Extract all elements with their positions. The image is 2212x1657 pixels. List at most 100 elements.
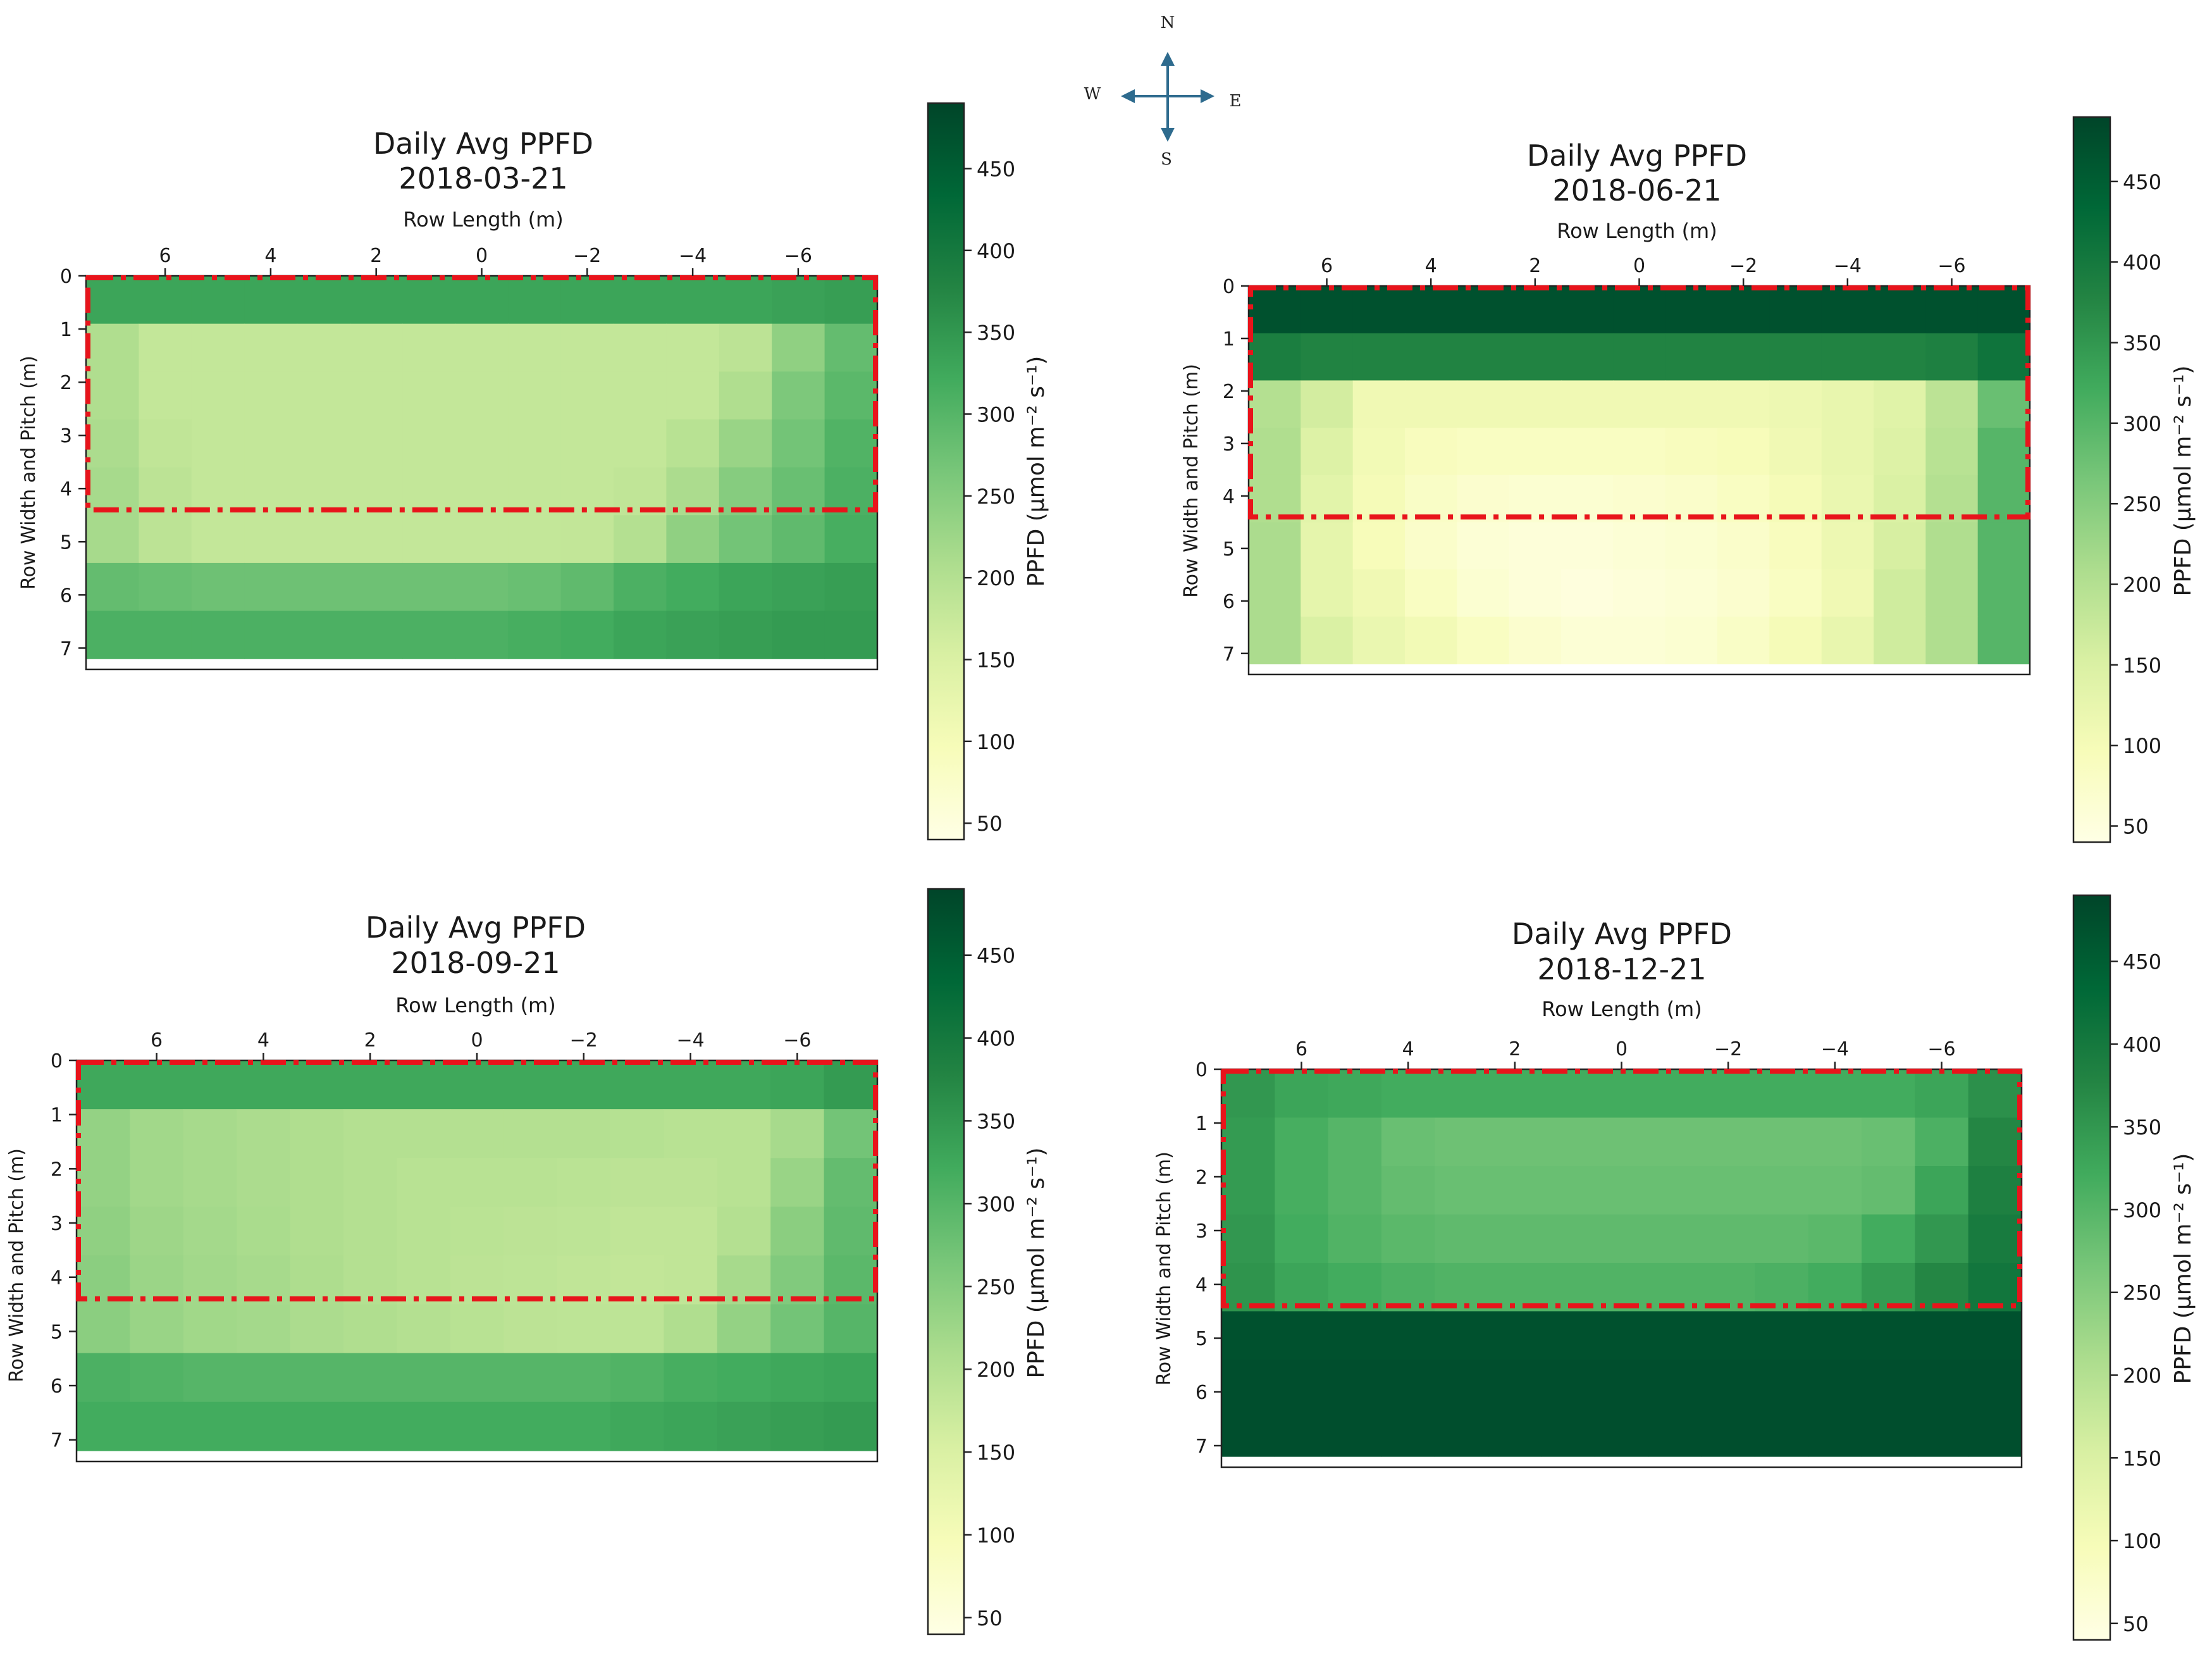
chart-subtitle: 2018-03-21: [399, 161, 567, 195]
heatmap-cell: [450, 1304, 504, 1354]
heatmap-cell: [1275, 1117, 1329, 1167]
heatmap-cell: [77, 1060, 130, 1110]
heatmap-cell: [1352, 286, 1406, 334]
heatmap-cell: [86, 276, 139, 325]
heatmap-cell: [1488, 1408, 1542, 1457]
heatmap-cell: [1249, 380, 1301, 428]
x-tick-label: −2: [570, 1029, 598, 1052]
heatmap-cell: [1968, 1360, 2022, 1409]
heatmap-cell: [1275, 1069, 1329, 1119]
heatmap-cell: [237, 1401, 291, 1451]
heatmap-cell: [1221, 1069, 1275, 1119]
heatmap-cell: [614, 562, 667, 612]
heatmap-cell: [402, 515, 456, 564]
chart-title: Daily Avg PPFD: [366, 910, 586, 945]
colorbar-label: PPFD (μmol m⁻² s⁻¹): [1023, 356, 1049, 587]
heatmap-cell: [770, 1353, 825, 1403]
heatmap-cell: [1968, 1069, 2022, 1119]
heatmap-cell: [610, 1060, 664, 1110]
heatmap-cell: [504, 1158, 558, 1207]
heatmap-cell: [614, 419, 667, 468]
heatmap-cell: [666, 562, 720, 612]
heatmap-cell: [1717, 522, 1770, 570]
y-tick-label: 3: [51, 1213, 63, 1235]
heatmap-cell: [614, 611, 667, 659]
x-tick-label: −6: [1937, 255, 1965, 277]
y-tick-label: 2: [1223, 381, 1235, 403]
heatmap-cell: [1275, 1166, 1329, 1215]
heatmap-cell: [1717, 286, 1770, 334]
heatmap-cell: [504, 1207, 558, 1257]
heatmap-cell: [1648, 1166, 1702, 1215]
heatmap-cell: [610, 1109, 664, 1158]
heatmap-cell: [1808, 1360, 1862, 1409]
heatmap-cell: [244, 371, 298, 420]
compass: N S W E: [1084, 13, 1242, 169]
x-tick-label: −2: [1729, 255, 1757, 277]
colorbar-tick-label: 50: [977, 1606, 1003, 1630]
y-tick-label: 1: [1196, 1113, 1208, 1135]
colorbar-tick-label: 350: [2123, 1115, 2161, 1139]
heatmap-cell: [504, 1353, 558, 1403]
y-tick-label: 4: [1223, 486, 1235, 508]
heatmap-cell: [1613, 522, 1666, 570]
heatmap-cell: [402, 371, 456, 420]
heatmap-cell: [350, 371, 403, 420]
heatmap-cell: [1977, 286, 2030, 334]
heatmap-cell: [237, 1304, 291, 1354]
colorbar-tick-label: 350: [2123, 332, 2161, 356]
heatmap-cell: [1221, 1117, 1275, 1167]
y-tick-label: 7: [1223, 643, 1235, 666]
colorbar-tick-label: 450: [977, 157, 1015, 181]
heatmap-cell: [772, 562, 825, 612]
heatmap-cell: [664, 1060, 718, 1110]
heatmap-cell: [1755, 1408, 1809, 1457]
heatmap-cell: [504, 1060, 558, 1110]
heatmap-cell: [1352, 569, 1406, 617]
heatmap-cell: [664, 1401, 718, 1451]
heatmap-cell: [455, 419, 509, 468]
heatmap-cell: [1665, 428, 1718, 476]
heatmap-cell: [1755, 1069, 1809, 1119]
heatmap-cell: [508, 562, 562, 612]
highlight-box: [1221, 1069, 2022, 1308]
heatmap-cell: [343, 1401, 397, 1451]
y-tick-label: 3: [1223, 433, 1235, 456]
heatmap-cell: [1821, 616, 1874, 665]
heatmap-cell: [139, 323, 192, 372]
heatmap-cell: [1352, 522, 1406, 570]
heatmap-cell: [772, 515, 825, 564]
heatmap-cell: [86, 562, 139, 612]
heatmap-cell: [1381, 1214, 1435, 1263]
heatmap-cell: [244, 562, 298, 612]
heatmap-cell: [237, 1353, 291, 1403]
heatmap-cell: [1381, 1311, 1435, 1360]
chart-subtitle: 2018-09-21: [391, 946, 560, 980]
colorbar-tick-label: 200: [977, 1358, 1015, 1382]
heatmap-cell: [1488, 1166, 1542, 1215]
heatmap-cell: [297, 562, 350, 612]
heatmap-cell: [1808, 1408, 1862, 1457]
heatmap-cell: [824, 371, 878, 420]
heatmap-cell: [455, 371, 509, 420]
heatmap-cell: [1977, 333, 2030, 381]
heatmap-cell: [560, 323, 614, 372]
heatmap-cell: [664, 1109, 718, 1158]
heatmap-cell: [717, 1353, 771, 1403]
heatmap-cell: [450, 1207, 504, 1257]
heatmap-cell: [77, 1207, 130, 1257]
colorbar-tick-label: 150: [977, 648, 1015, 672]
heatmap-cell: [1862, 1117, 1915, 1167]
heatmap-cell: [290, 1304, 344, 1354]
heatmap-cell: [717, 1060, 771, 1110]
heatmap-cell: [1488, 1311, 1542, 1360]
heatmap-cell: [139, 276, 192, 325]
heatmap-cell: [1328, 1214, 1382, 1263]
chart-title: Daily Avg PPFD: [1527, 139, 1747, 173]
heatmap-cell: [1249, 569, 1301, 617]
heatmap-cell: [1821, 569, 1874, 617]
heatmap-cell: [770, 1304, 825, 1354]
colorbar-gradient: [928, 103, 964, 840]
heatmap-cell: [343, 1304, 397, 1354]
heatmap-cell: [824, 323, 878, 372]
